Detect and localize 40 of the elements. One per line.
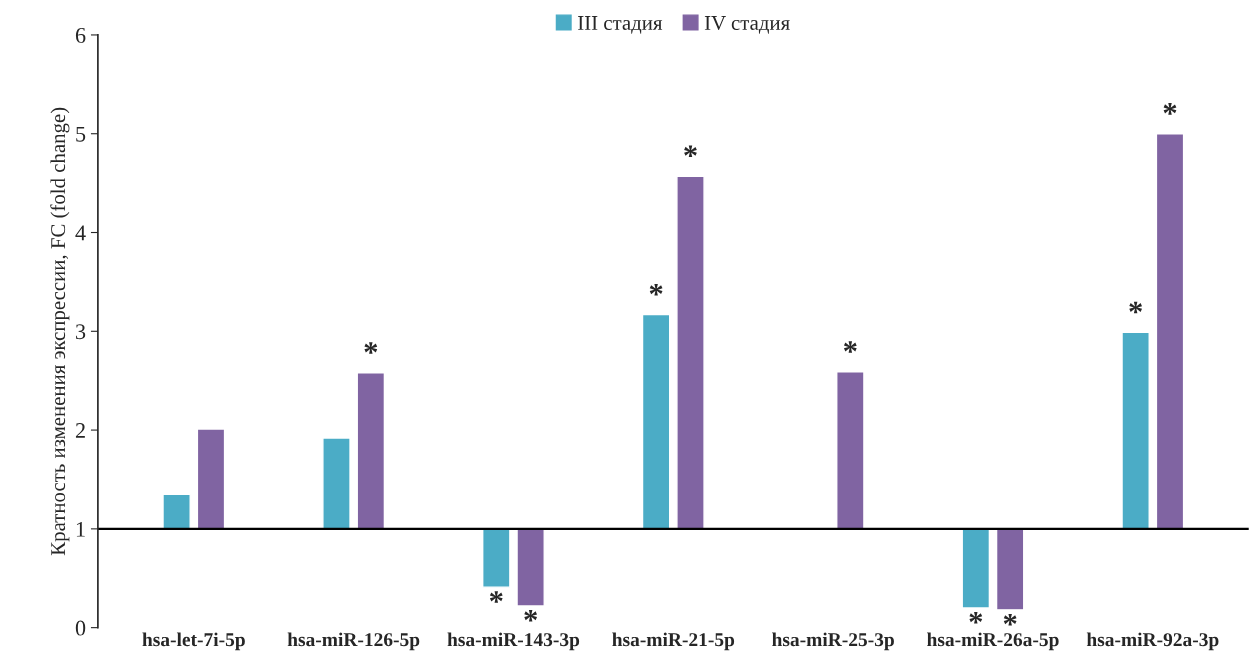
data-label: * (524, 609, 538, 622)
bar (995, 528, 1025, 611)
y-tick-label: 6 (75, 27, 86, 43)
data-label: * (364, 342, 378, 354)
bar (1155, 133, 1185, 530)
data-label: * (489, 591, 503, 603)
y-tick-label: 5 (76, 126, 86, 142)
y-tick-label: 4 (75, 225, 86, 241)
legend-label: IV стадия (704, 16, 790, 34)
bar (961, 528, 991, 609)
bar (162, 493, 191, 530)
data-label: * (1003, 613, 1017, 626)
data-label: * (649, 283, 663, 296)
bar (482, 528, 511, 588)
x-tick-label: hsa-miR-92a-3p (1086, 632, 1219, 651)
x-tick-label: hsa-miR-143-3p (447, 632, 580, 651)
x-tick-label: hsa-let-7i-5p (142, 632, 245, 651)
x-tick-label: hsa-miR-25-3p (772, 632, 894, 651)
bar (356, 372, 386, 530)
data-label: * (1163, 103, 1177, 115)
data-label: * (1129, 301, 1143, 314)
data-label: * (684, 145, 697, 158)
x-tick-label: hsa-miR-21-5p (612, 632, 735, 651)
y-tick-label: 1 (76, 521, 85, 537)
bar (1121, 331, 1150, 530)
bar (196, 428, 226, 530)
x-tick-label: hsa-miR-26a-5p (927, 632, 1059, 651)
y-tick-label: 2 (75, 423, 85, 438)
bar (676, 175, 705, 530)
y-tick-label: 3 (76, 324, 86, 340)
y-axis-title: Кратность изменения экспрессии, FC (fold change) (50, 107, 70, 556)
bar (836, 371, 865, 530)
x-tick-label: hsa-miR-126-5p (287, 632, 420, 651)
y-tick-label: 0 (75, 620, 86, 636)
legend-label: III стадия (578, 16, 663, 34)
bar (322, 437, 351, 530)
data-label: * (969, 611, 983, 624)
bar (641, 313, 671, 530)
bar (516, 528, 545, 607)
data-label: * (843, 341, 857, 353)
